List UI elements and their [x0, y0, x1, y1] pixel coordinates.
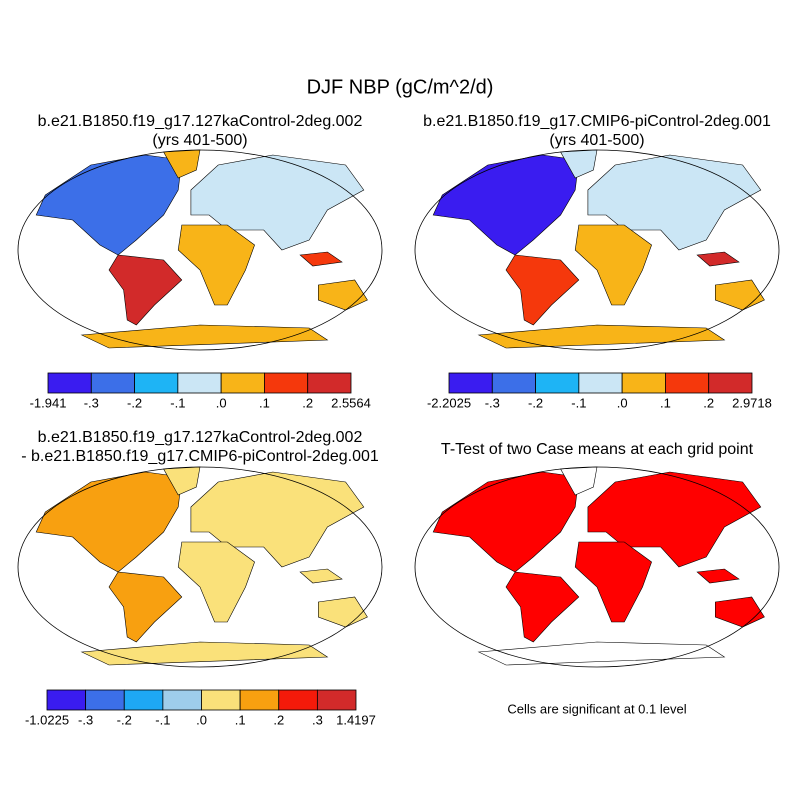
panel-title: b.e21.B1850.f19_g17.CMIP6-piControl-2deg… [423, 113, 771, 130]
colorbar-label: -.3 [78, 712, 93, 727]
map-border [17, 149, 383, 351]
panel-title: T-Test of two Case means at each grid po… [441, 441, 754, 458]
colorbar-label: -.2 [117, 712, 132, 727]
panel-title: (yrs 401-500) [152, 132, 247, 149]
land [318, 279, 368, 311]
panel-title: b.e21.B1850.f19_g17.127kaControl-2deg.00… [38, 429, 363, 446]
colorbar-label: -1.0225 [25, 712, 69, 727]
land [696, 251, 740, 267]
land [177, 224, 255, 306]
map [17, 466, 383, 668]
land [108, 571, 183, 643]
colorbar-label: -.1 [571, 395, 586, 410]
land [299, 568, 343, 584]
land [177, 541, 255, 623]
land [163, 466, 201, 496]
colorbar-label: .0 [216, 395, 227, 410]
map-border [414, 149, 780, 351]
panel-title: - b.e21.B1850.f19_g17.CMIP6-piControl-2d… [21, 448, 379, 465]
colorbar-box [46, 689, 87, 711]
colorbar-box [134, 372, 179, 394]
land [163, 149, 201, 179]
colorbar-label: .0 [196, 712, 207, 727]
land [587, 471, 762, 568]
colorbar-label: .1 [259, 395, 270, 410]
colorbar-label: .2 [273, 712, 284, 727]
colorbar-box [278, 689, 318, 711]
land [190, 154, 365, 251]
colorbar-box [535, 372, 580, 394]
colorbar-box [665, 372, 710, 394]
colorbar-box [47, 372, 92, 394]
map-border [17, 466, 383, 668]
figure-title: DJF NBP (gC/m^2/d) [307, 76, 494, 98]
colorbar-box [264, 372, 309, 394]
land [505, 254, 580, 326]
colorbar-label: .2 [302, 395, 313, 410]
colorbar-box [123, 689, 164, 711]
land [35, 471, 183, 573]
panel-title: b.e21.B1850.f19_g17.127kaControl-2deg.00… [38, 113, 363, 130]
land [505, 571, 580, 643]
colorbar-label: -.3 [84, 395, 99, 410]
colorbar-box [90, 372, 135, 394]
colorbar-label: .0 [617, 395, 628, 410]
colorbar-box [307, 372, 352, 394]
panel-note: Cells are significant at 0.1 level [507, 701, 686, 716]
colorbar-box [162, 689, 202, 711]
land [477, 641, 726, 666]
colorbar-box [578, 372, 623, 394]
panel-title: (yrs 401-500) [549, 132, 644, 149]
colorbar-label: .3 [312, 712, 323, 727]
colorbar-label: .2 [703, 395, 714, 410]
colorbar-label: -.1 [170, 395, 185, 410]
land [80, 641, 329, 666]
colorbar-label: -2.2025 [427, 395, 471, 410]
colorbar-label: 2.9718 [732, 395, 772, 410]
land [432, 154, 580, 256]
colorbar-label: -.1 [155, 712, 170, 727]
land [560, 149, 598, 179]
land [587, 154, 762, 251]
colorbar-label: -.2 [127, 395, 142, 410]
map [17, 149, 383, 351]
land [299, 251, 343, 267]
land [715, 279, 765, 311]
land [80, 324, 329, 349]
colorbar-box [491, 372, 536, 394]
colorbar-box [316, 689, 357, 711]
land [432, 471, 580, 573]
land [574, 541, 652, 623]
colorbar-box [201, 689, 241, 711]
colorbar-label: 2.5564 [331, 395, 371, 410]
colorbar-label: .1 [235, 712, 246, 727]
land [35, 154, 183, 256]
map-border [414, 466, 780, 668]
colorbar-box [220, 372, 265, 394]
map [414, 149, 780, 351]
colorbar-label: -1.941 [30, 395, 67, 410]
colorbar-box [85, 689, 125, 711]
colorbar-label: -.2 [528, 395, 543, 410]
land [318, 596, 368, 628]
map [414, 466, 780, 668]
colorbar-label: -.3 [485, 395, 500, 410]
land [696, 568, 740, 584]
land [108, 254, 183, 326]
land [477, 324, 726, 349]
colorbar-box [177, 372, 222, 394]
colorbar-label: .1 [660, 395, 671, 410]
colorbar-box [239, 689, 280, 711]
land [560, 466, 598, 496]
land [190, 471, 365, 568]
land [715, 596, 765, 628]
land [574, 224, 652, 306]
colorbar-box [448, 372, 493, 394]
colorbar-label: 1.4197 [336, 712, 376, 727]
colorbar-box [708, 372, 753, 394]
colorbar-box [621, 372, 666, 394]
